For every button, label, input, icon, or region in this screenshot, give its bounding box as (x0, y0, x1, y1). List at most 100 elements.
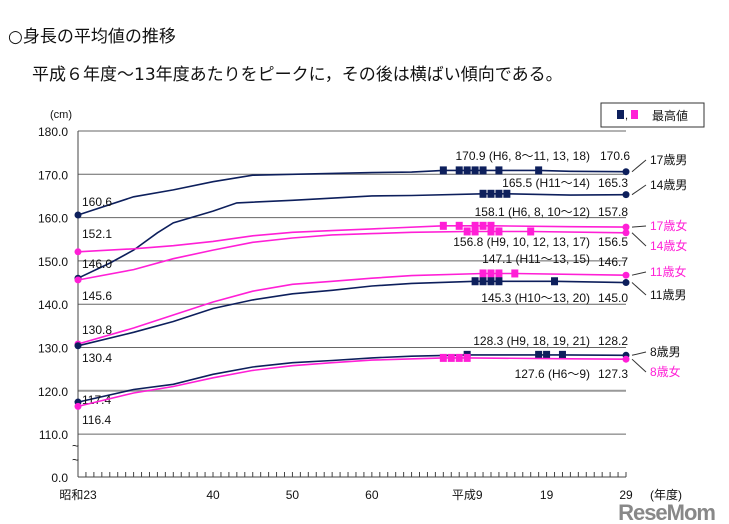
peak-value-label: 165.5 (H11〜14) (502, 176, 590, 190)
y-tick-label: 130.0 (38, 342, 68, 356)
y-tick-label: 160.0 (38, 212, 68, 226)
axis-break-mark: ~ (72, 439, 79, 453)
peak-marker (471, 166, 479, 175)
peak-marker (487, 221, 495, 230)
x-tick-label: 昭和23 (59, 488, 97, 502)
start-point (74, 248, 82, 256)
legend-marker-female (631, 110, 638, 119)
series-pointer-arrow (631, 282, 647, 296)
peak-marker (551, 277, 559, 286)
start-point (74, 342, 82, 350)
y-tick-label: 180.0 (38, 125, 68, 139)
end-point (622, 279, 630, 287)
series-name-label: 11歳男 (650, 288, 686, 302)
x-tick-label: 50 (286, 488, 300, 502)
peak-marker (535, 350, 543, 359)
series-pointer-arrow (631, 351, 647, 356)
peak-marker (479, 166, 487, 175)
x-tick-label: 29 (619, 488, 633, 502)
start-point (74, 211, 82, 219)
peak-marker (495, 277, 503, 286)
series-pointer-arrow (631, 358, 647, 373)
peak-marker (455, 166, 463, 175)
peak-marker (463, 227, 471, 236)
y-unit-label: (cm) (50, 109, 72, 121)
end-value-label: 128.2 (598, 334, 628, 348)
y-tick-label: 170.0 (38, 168, 68, 182)
y-tick-label: 150.0 (38, 255, 68, 269)
peak-marker (495, 269, 503, 278)
start-value-label: 160.6 (82, 195, 112, 209)
chart-subtitle: 平成６年度〜13年度あたりをピークに，その後は横ばい傾向である。 (32, 65, 563, 85)
peak-value-label: 156.8 (H9, 10, 12, 13, 17) (453, 235, 590, 249)
start-point (74, 402, 82, 410)
y-tick-label: 120.0 (38, 385, 68, 399)
peak-marker (487, 227, 495, 236)
peak-marker (503, 189, 511, 198)
end-point (622, 168, 630, 176)
series-pointer-arrow (631, 271, 647, 276)
series-name-label: 17歳男 (650, 153, 687, 167)
peak-marker (543, 350, 551, 359)
peak-value-label: 158.1 (H6, 8, 10〜12) (475, 205, 590, 219)
peak-marker (439, 353, 447, 362)
series-line-17歳男 (77, 169, 627, 216)
peak-marker (455, 353, 463, 362)
chart-title: ○身長の平均値の推移 (8, 27, 176, 47)
start-value-label: 146.0 (82, 257, 112, 271)
peak-marker (495, 227, 503, 236)
series-pointer-arrow (631, 184, 647, 196)
peak-marker (495, 166, 503, 175)
peak-value-label: 145.3 (H10〜13, 20) (481, 291, 590, 305)
x-tick-label: 平成9 (452, 488, 483, 502)
start-value-label: 152.1 (82, 227, 112, 241)
peak-marker (455, 221, 463, 230)
peak-value-label: 170.9 (H6, 8〜11, 13, 18) (455, 149, 590, 163)
series-name-label: 8歳男 (650, 345, 681, 359)
peak-marker (487, 269, 495, 278)
peak-marker (463, 353, 471, 362)
peak-value-label: 127.6 (H6〜9) (515, 367, 590, 381)
peak-marker (479, 221, 487, 230)
peak-marker (487, 189, 495, 198)
y-tick-label: 0.0 (51, 471, 68, 485)
series-name-label: 11歳女 (650, 264, 686, 279)
legend-separator: , (625, 110, 628, 122)
peak-marker (479, 269, 487, 278)
peak-marker (558, 350, 566, 359)
peak-marker (511, 269, 519, 278)
peak-marker (471, 221, 479, 230)
x-tick-label: 40 (206, 488, 220, 502)
y-tick-label: 110.0 (39, 428, 68, 442)
end-value-label: 165.3 (598, 176, 628, 190)
end-point (622, 191, 630, 199)
peak-marker (439, 166, 447, 175)
peak-value-label: 128.3 (H9, 18, 19, 21) (473, 334, 590, 348)
end-point (622, 355, 630, 363)
series-name-label: 14歳女 (650, 238, 687, 253)
start-value-label: 116.4 (82, 413, 111, 427)
x-tick-label: 19 (540, 488, 554, 502)
series-line-17歳女 (77, 225, 627, 253)
series-line-8歳女 (77, 357, 627, 408)
peak-marker (487, 277, 495, 286)
legend-label: 最高値 (652, 108, 688, 123)
peak-marker (439, 221, 447, 230)
end-value-label: 170.6 (600, 149, 630, 163)
peak-marker (471, 277, 479, 286)
series-name-label: 17歳女 (650, 218, 687, 233)
end-point (622, 271, 630, 279)
series-pointer-arrow (631, 232, 647, 247)
end-value-label: 145.0 (598, 291, 628, 305)
end-point (622, 223, 630, 231)
series-name-label: 14歳男 (650, 178, 687, 192)
peak-marker (463, 166, 471, 175)
end-point (622, 229, 630, 237)
series-pointer-arrow (631, 225, 647, 228)
start-value-label: 130.4 (82, 351, 112, 365)
start-value-label: 145.6 (82, 289, 112, 303)
peak-marker (471, 227, 479, 236)
end-value-label: 157.8 (598, 205, 628, 219)
